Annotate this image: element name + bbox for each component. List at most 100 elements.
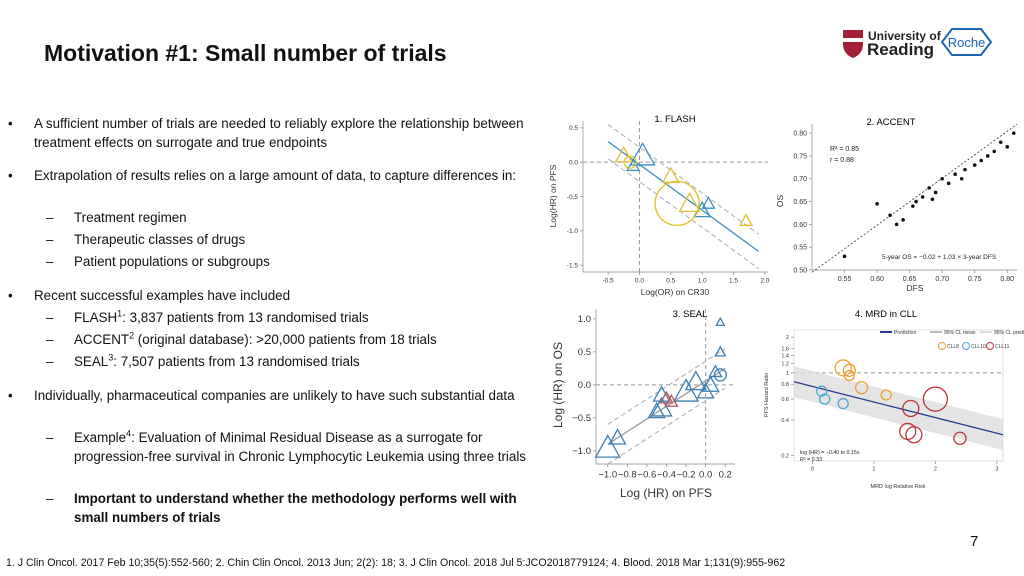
sub-label: ACCENT [74,332,130,347]
dash: – [46,310,54,325]
y-axis-label: Log (HR) on OS [551,342,565,428]
sub-bullet: – Treatment regimen [46,208,536,227]
x-tick-label: 0.80 [1000,276,1014,283]
x-tick-label: 0.65 [903,276,917,283]
point [1011,131,1016,135]
annotation: R² = 0.33 [800,457,822,463]
point [953,172,957,176]
x-tick-label: 0.5 [666,278,675,285]
x-tick-label: −0.6 [638,470,657,481]
figure: 4. MRD in CLL MRD log Relative Risk PFS Ha… [764,309,1024,490]
figure: 3. SEAL Log (HR) on PFS Log (HR) on OS −1.0… [551,309,735,500]
point [922,386,949,412]
x-tick-label: 0.70 [935,276,949,283]
y-tick-label: 0.70 [793,176,807,183]
bullet-text: Recent successful examples have included [34,288,291,303]
point [678,192,701,213]
fit-line [793,381,1004,436]
ref: 4 [126,428,132,439]
x-tick-label: 0.55 [838,276,852,283]
sub-bullet: – Patient populations or subgroups [46,252,536,271]
y-tick-label: 0.80 [793,131,807,138]
point [842,363,856,377]
sub-text: Treatment regimen [74,210,187,225]
figure-caption: 2. ACCENT [866,117,915,128]
x-tick-label: 0.75 [968,276,982,283]
band-line [607,124,759,235]
dash: – [46,354,54,369]
point [738,213,754,226]
y-axis-label: PFS Hazard Ratio [764,373,770,417]
point [899,422,917,441]
x-tick-label: 1.0 [698,278,707,285]
point [998,140,1003,145]
dash: – [46,491,54,506]
dash: – [46,430,54,445]
band-line [607,158,759,269]
y-tick-label: 0.65 [793,199,807,206]
legend-label: CLL11 [995,344,1010,350]
point [819,393,831,405]
figure-caption: 3. SEAL [673,309,708,320]
bullet-text: Individually, pharmaceutical companies a… [34,388,515,403]
logo-text: Reading [867,40,934,59]
sub-text: Important to understand whether the meth… [74,491,517,526]
sub-bullet: – Important to understand whether the met… [46,489,536,528]
y-tick-label: 2 [786,335,789,341]
point [914,199,918,204]
x-axis-label: DFS [907,283,924,293]
fit-line [607,141,759,252]
sub-text: Patient populations or subgroups [74,254,270,269]
point [880,389,892,401]
annotation: R² = 0.85 [830,146,859,153]
point [713,368,727,382]
legend-label: CLL8 [947,344,959,350]
sub-label: SEAL [74,354,109,369]
y-tick-label: 0.0 [569,159,578,166]
dash: – [46,332,54,347]
point [1005,145,1010,149]
bullet: • A sufficient number of trials are neede… [8,114,534,153]
point [708,364,723,378]
point [946,181,951,186]
x-tick-label: 3 [995,467,998,473]
x-axis-label: Log(OR) on CR30 [641,287,710,297]
x-tick-label: 1 [872,467,875,473]
x-tick-label: −1.0 [598,470,617,481]
sub-bullet: – FLASH1: 3,837 patients from 13 randomis… [46,308,536,327]
footnote: 1. J Clin Oncol. 2017 Feb 10;35(5):552-5… [6,557,786,569]
sub-bullet: – Therapeutic classes of drugs [46,230,536,249]
logo-text: Roche [948,35,986,50]
figure: 2. ACCENT DFS OS 0.55 0.60 0.65 0.70 0.75 0.80 0.… [775,117,1018,293]
point [623,155,637,169]
point [979,158,984,163]
x-tick-label: −0.8 [618,470,637,481]
legend-label: 95% CL mean [944,330,976,336]
sub-text: : Evaluation of Minimal Residual Disease… [74,430,527,465]
y-tick-label: 0.50 [793,267,807,274]
y-tick-label: 0.75 [793,153,807,160]
x-tick-label: 0.0 [635,278,644,285]
legend-swatch [962,342,970,350]
point [972,163,977,167]
legend-swatch [938,342,946,350]
point [626,158,641,172]
sub-text: (original database): >20,000 patients fr… [134,332,437,347]
sub-bullet: – Example4: Evaluation of Minimal Residua… [46,428,536,467]
bullet-text: Extrapolation of results relies on a lar… [34,168,517,183]
y-tick-label: 1.6 [781,347,789,353]
university-logo: University of Reading [843,29,942,59]
point [684,370,707,391]
y-tick-label: 0.0 [578,380,591,391]
y-tick-label: -1.5 [567,262,579,269]
point [701,196,716,209]
y-axis-label: Log(HR) on PFS [548,164,558,227]
point [930,197,935,202]
x-tick-label: 0.60 [870,276,884,283]
point [843,369,855,382]
band-line [607,387,726,465]
x-tick-label: 2.0 [760,278,769,285]
point [664,394,679,407]
bullet-dot: • [8,168,13,183]
